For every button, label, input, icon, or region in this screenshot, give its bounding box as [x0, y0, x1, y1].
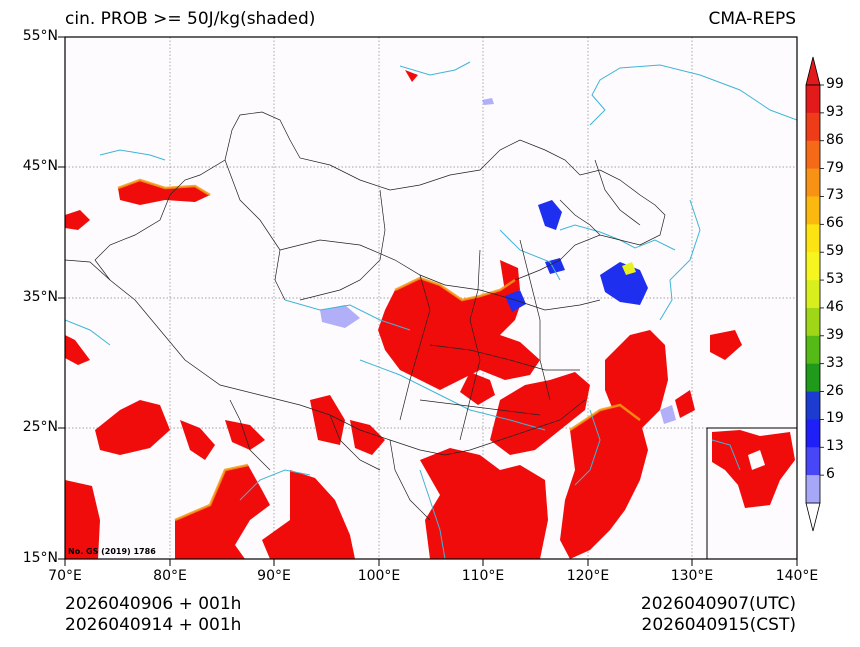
colorbar-segment [806, 475, 820, 504]
colorbar [805, 56, 824, 532]
colorbar-segment [806, 307, 820, 337]
lon-tick-140: 140°E [775, 568, 819, 584]
colorbar-label: 19 [826, 410, 844, 427]
colorbar-label: 79 [826, 159, 844, 176]
chart-title-left: cin. PROB >= 50J/kg(shaded) [65, 9, 316, 29]
colorbar-label: 33 [826, 354, 844, 371]
lon-tick-70: 70°E [48, 568, 82, 584]
colorbar-label: 6 [826, 466, 835, 483]
lat-tick-35: 35°N [22, 289, 58, 305]
borders [65, 111, 666, 521]
colorbar-segment [806, 224, 820, 253]
lat-tick-25: 25°N [22, 419, 58, 435]
colorbar-segment [806, 112, 820, 142]
colorbar-label: 66 [826, 215, 844, 232]
lon-tick-120: 120°E [566, 568, 610, 584]
low-probability-shading [505, 200, 648, 312]
lat-tick-15: 15°N [22, 550, 58, 566]
colorbar-bottom-arrow [805, 502, 821, 532]
lon-tick-90: 90°E [257, 568, 291, 584]
colorbar-label: 53 [826, 271, 844, 288]
init-time-utc: 2026040906 + 001h [65, 594, 242, 614]
map-approval-note: No. GS (2019) 1786 [68, 547, 156, 556]
lon-tick-130: 130°E [670, 568, 714, 584]
colorbar-label: 59 [826, 243, 844, 260]
colorbar-segment [806, 335, 820, 364]
colorbar-label: 13 [826, 438, 844, 455]
axis-ticks [58, 36, 798, 566]
lon-tick-100: 100°E [357, 568, 401, 584]
colorbar-label: 99 [826, 76, 844, 92]
lon-tick-110: 110°E [461, 568, 505, 584]
inset-map [706, 427, 798, 560]
colorbar-segment [806, 140, 820, 169]
colorbar-label: 73 [826, 187, 844, 204]
colorbar-label: 46 [826, 298, 844, 315]
init-time-cst: 2026040914 + 001h [65, 615, 242, 635]
colorbar-top-arrow [805, 56, 821, 86]
colorbar-label: 86 [826, 131, 844, 148]
colorbar-label: 93 [826, 103, 844, 120]
colorbar-label: 39 [826, 326, 844, 343]
valid-time-cst: 2026040915(CST) [641, 615, 796, 635]
chart-title-right: CMA-REPS [708, 9, 796, 29]
valid-time-utc: 2026040907(UTC) [640, 594, 796, 614]
colorbar-segment [806, 447, 820, 476]
colorbar-segment [806, 85, 820, 114]
colorbar-segment [806, 252, 820, 281]
lat-tick-55: 55°N [22, 28, 58, 44]
colorbar-segment [806, 391, 820, 420]
probability-fringe [117, 178, 641, 522]
lat-tick-45: 45°N [22, 158, 58, 174]
colorbar-label: 26 [826, 382, 844, 399]
colorbar-segment [806, 363, 820, 392]
lon-tick-80: 80°E [153, 568, 187, 584]
colorbar-segment [806, 168, 820, 197]
colorbar-segment [806, 196, 820, 225]
mid-probability-shading [622, 262, 636, 275]
colorbar-segment [806, 419, 820, 448]
colorbar-segment [806, 280, 820, 309]
